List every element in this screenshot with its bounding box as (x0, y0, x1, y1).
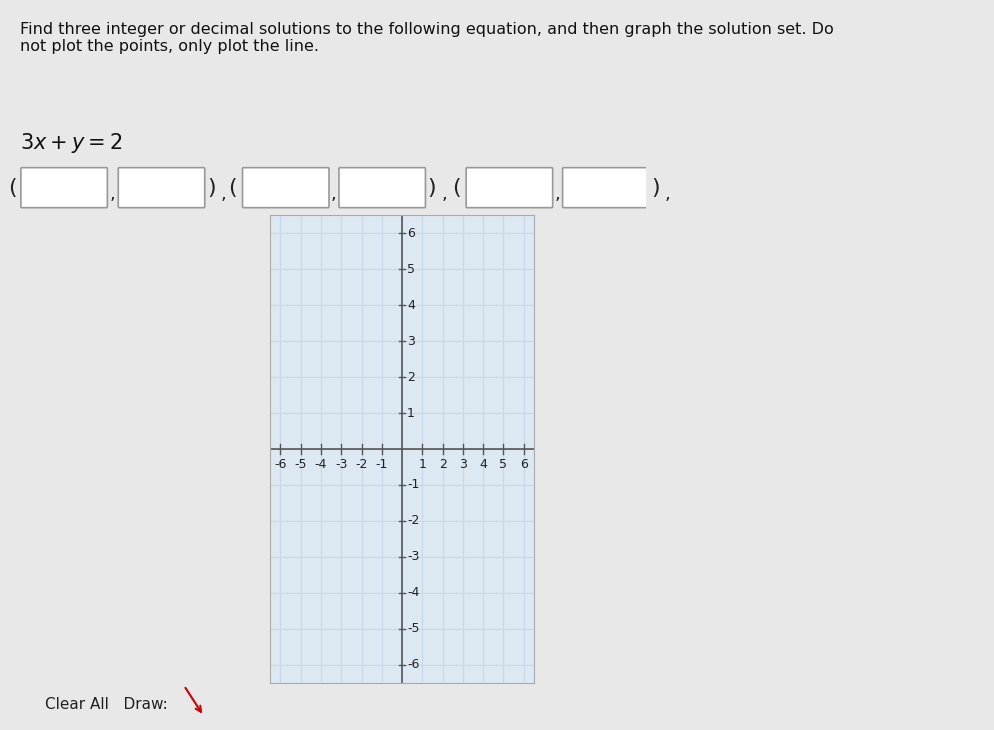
Text: -3: -3 (335, 458, 348, 471)
Text: 4: 4 (408, 299, 415, 312)
Text: 6: 6 (520, 458, 528, 471)
Text: 2: 2 (408, 371, 415, 383)
Text: -2: -2 (356, 458, 368, 471)
Text: -1: -1 (376, 458, 388, 471)
FancyBboxPatch shape (466, 168, 553, 207)
Text: 6: 6 (408, 227, 415, 240)
Text: 5: 5 (499, 458, 507, 471)
Text: ,: , (441, 185, 447, 203)
Text: ,: , (109, 185, 115, 203)
Text: -5: -5 (294, 458, 307, 471)
Text: -3: -3 (408, 550, 419, 564)
Text: 1: 1 (418, 458, 426, 471)
Text: 3: 3 (408, 334, 415, 347)
Text: 4: 4 (479, 458, 487, 471)
Text: (: ( (8, 177, 17, 198)
Text: ): ) (207, 177, 216, 198)
FancyBboxPatch shape (21, 168, 107, 207)
Text: 1: 1 (408, 407, 415, 420)
Text: Find three integer or decimal solutions to the following equation, and then grap: Find three integer or decimal solutions … (20, 22, 834, 54)
Text: (: ( (229, 177, 238, 198)
Text: ): ) (651, 177, 660, 198)
Text: (: ( (452, 177, 461, 198)
Text: -5: -5 (408, 622, 419, 635)
Text: -2: -2 (408, 515, 419, 527)
Text: ,: , (665, 185, 671, 203)
Text: -4: -4 (315, 458, 327, 471)
Text: 3: 3 (459, 458, 467, 471)
Text: $3x+y=2$: $3x+y=2$ (20, 131, 122, 155)
Text: ,: , (221, 185, 227, 203)
Text: ,: , (331, 185, 337, 203)
Text: -1: -1 (408, 478, 419, 491)
FancyBboxPatch shape (118, 168, 205, 207)
Text: -6: -6 (408, 658, 419, 671)
Text: ,: , (555, 185, 561, 203)
FancyBboxPatch shape (563, 168, 649, 207)
Text: 2: 2 (438, 458, 446, 471)
Text: ): ) (427, 177, 436, 198)
FancyBboxPatch shape (339, 168, 425, 207)
FancyBboxPatch shape (243, 168, 329, 207)
Text: -4: -4 (408, 586, 419, 599)
Text: -6: -6 (274, 458, 286, 471)
Text: 5: 5 (408, 263, 415, 276)
Text: Clear All   Draw:: Clear All Draw: (45, 696, 167, 712)
